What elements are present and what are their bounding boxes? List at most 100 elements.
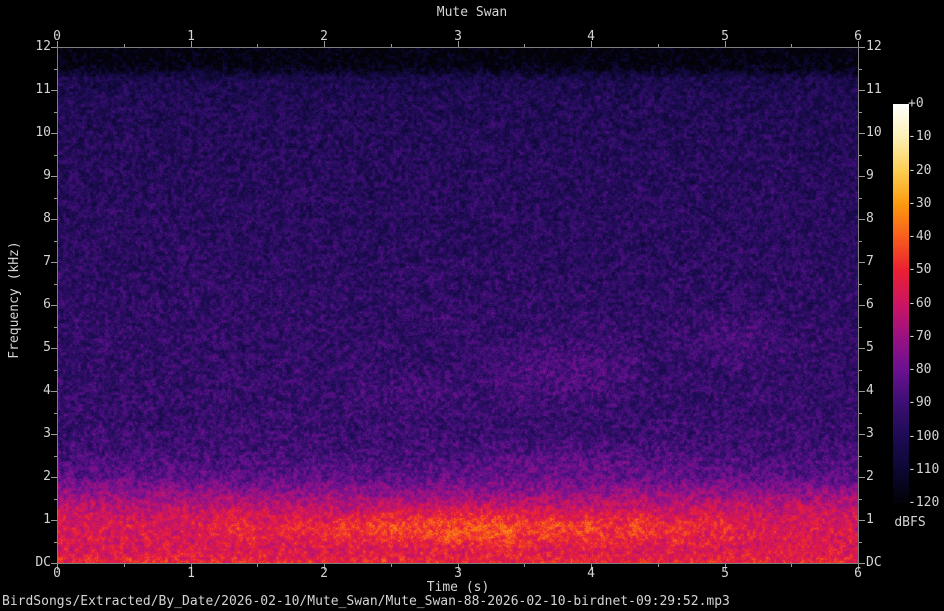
y-tick-label-left: DC bbox=[35, 555, 51, 570]
y-tick-major bbox=[51, 262, 57, 263]
x-tick-label-bottom: 1 bbox=[187, 566, 195, 581]
audio-file-path: BirdSongs/Extracted/By_Date/2026-02-10/M… bbox=[2, 594, 730, 609]
x-tick-major bbox=[57, 564, 58, 570]
colorbar-tick-label: -70 bbox=[908, 328, 932, 344]
y-tick-label-right: 7 bbox=[866, 254, 874, 269]
y-tick-major bbox=[51, 477, 57, 478]
x-tick-label-top: 5 bbox=[721, 29, 729, 44]
y-tick-minor bbox=[859, 370, 862, 371]
colorbar-tick-label: -10 bbox=[908, 129, 932, 145]
y-tick-major bbox=[859, 563, 865, 564]
x-tick-label-top: 3 bbox=[454, 29, 462, 44]
y-tick-label-left: 1 bbox=[43, 512, 51, 527]
colorbar-tick-label: -30 bbox=[908, 195, 932, 211]
y-tick-minor bbox=[54, 327, 57, 328]
x-tick-label-bottom: 6 bbox=[854, 566, 862, 581]
y-tick-minor bbox=[54, 456, 57, 457]
colorbar-tick-label: -110 bbox=[908, 461, 940, 477]
y-tick-major bbox=[51, 305, 57, 306]
y-tick-minor bbox=[54, 499, 57, 500]
y-tick-minor bbox=[54, 241, 57, 242]
y-tick-minor bbox=[859, 241, 862, 242]
x-tick-major bbox=[725, 41, 726, 47]
y-tick-label-left: 9 bbox=[43, 168, 51, 183]
y-tick-label-right: 8 bbox=[866, 211, 874, 226]
y-tick-minor bbox=[859, 284, 862, 285]
y-tick-major bbox=[51, 348, 57, 349]
y-tick-major bbox=[859, 262, 865, 263]
y-tick-minor bbox=[54, 198, 57, 199]
colorbar-tick-label: -90 bbox=[908, 395, 932, 411]
y-tick-minor bbox=[859, 198, 862, 199]
y-tick-major bbox=[859, 176, 865, 177]
y-tick-major bbox=[859, 305, 865, 306]
y-tick-label-left: 4 bbox=[43, 383, 51, 398]
x-tick-minor bbox=[524, 44, 525, 47]
y-tick-major bbox=[51, 90, 57, 91]
x-tick-major bbox=[191, 41, 192, 47]
colorbar-unit-label: dBFS bbox=[894, 515, 926, 530]
y-tick-label-left: 5 bbox=[43, 340, 51, 355]
x-tick-label-top: 1 bbox=[187, 29, 195, 44]
colorbar-tick-label: -120 bbox=[908, 495, 940, 510]
x-tick-label-top: 6 bbox=[854, 29, 862, 44]
y-tick-major bbox=[859, 477, 865, 478]
y-tick-major bbox=[859, 391, 865, 392]
x-tick-label-top: 4 bbox=[587, 29, 595, 44]
y-tick-label-right: 5 bbox=[866, 340, 874, 355]
x-tick-major bbox=[324, 41, 325, 47]
y-tick-minor bbox=[859, 112, 862, 113]
y-tick-minor bbox=[54, 542, 57, 543]
x-tick-minor bbox=[391, 564, 392, 567]
y-tick-major bbox=[859, 520, 865, 521]
colorbar-tick-label: -100 bbox=[908, 428, 940, 444]
x-tick-minor bbox=[391, 44, 392, 47]
y-tick-major bbox=[859, 47, 865, 48]
y-tick-major bbox=[859, 133, 865, 134]
y-tick-label-right: 10 bbox=[866, 125, 882, 140]
colorbar-tick-label: -80 bbox=[908, 362, 932, 377]
y-tick-minor bbox=[54, 112, 57, 113]
x-tick-label-top: 0 bbox=[53, 29, 61, 44]
spectrogram-canvas bbox=[58, 48, 858, 563]
y-tick-label-right: 12 bbox=[866, 39, 882, 54]
page-title: Mute Swan bbox=[436, 5, 508, 20]
y-tick-major bbox=[51, 434, 57, 435]
y-tick-label-right: 6 bbox=[866, 297, 874, 312]
y-tick-minor bbox=[54, 69, 57, 70]
x-tick-major bbox=[458, 564, 459, 570]
y-tick-major bbox=[859, 348, 865, 349]
y-tick-major bbox=[51, 176, 57, 177]
y-tick-minor bbox=[859, 413, 862, 414]
x-tick-label-bottom: 0 bbox=[53, 566, 61, 581]
y-tick-minor bbox=[859, 542, 862, 543]
y-tick-label-left: 7 bbox=[43, 254, 51, 269]
plot-frame bbox=[57, 47, 859, 564]
colorbar-tick-label: -40 bbox=[908, 229, 932, 244]
x-tick-label-bottom: 2 bbox=[320, 566, 328, 581]
x-tick-minor bbox=[658, 44, 659, 47]
y-tick-minor bbox=[859, 456, 862, 457]
x-tick-minor bbox=[658, 564, 659, 567]
y-tick-major bbox=[859, 434, 865, 435]
colorbar-tick-label: -20 bbox=[908, 162, 932, 178]
y-tick-label-right: 4 bbox=[866, 383, 874, 398]
colorbar-tick-label: -60 bbox=[908, 295, 932, 311]
x-tick-major bbox=[858, 564, 859, 570]
x-tick-minor bbox=[257, 564, 258, 567]
y-tick-label-right: 1 bbox=[866, 512, 874, 527]
x-tick-label-bottom: 5 bbox=[721, 566, 729, 581]
y-tick-major bbox=[51, 391, 57, 392]
y-tick-label-right: 11 bbox=[866, 82, 882, 97]
y-tick-label-left: 10 bbox=[35, 125, 51, 140]
y-tick-minor bbox=[859, 327, 862, 328]
y-tick-minor bbox=[54, 370, 57, 371]
y-tick-minor bbox=[54, 155, 57, 156]
x-tick-major bbox=[591, 564, 592, 570]
y-tick-label-left: 6 bbox=[43, 297, 51, 312]
x-tick-major bbox=[324, 564, 325, 570]
y-tick-minor bbox=[859, 155, 862, 156]
y-tick-major bbox=[859, 90, 865, 91]
y-tick-minor bbox=[54, 284, 57, 285]
